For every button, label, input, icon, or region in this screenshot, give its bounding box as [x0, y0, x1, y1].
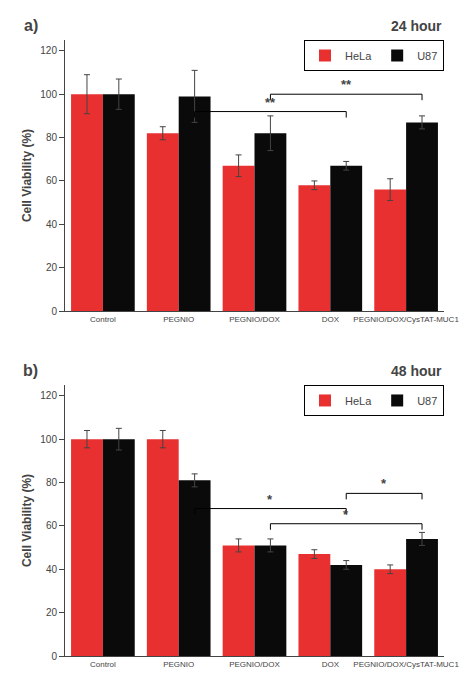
svg-text:Control: Control — [90, 660, 116, 669]
svg-text:*: * — [267, 492, 273, 507]
svg-text:120: 120 — [40, 45, 57, 56]
svg-text:DOX: DOX — [322, 660, 340, 669]
svg-text:PEGNIO/DOX: PEGNIO/DOX — [229, 660, 280, 669]
svg-text:U87: U87 — [417, 395, 437, 407]
svg-text:80: 80 — [46, 477, 58, 488]
svg-text:HeLa: HeLa — [345, 395, 372, 407]
svg-text:*: * — [343, 507, 349, 522]
svg-text:20: 20 — [46, 607, 58, 618]
svg-text:Control: Control — [90, 315, 116, 324]
svg-text:80: 80 — [46, 132, 58, 143]
svg-text:PEGNIO/DOX/CysTAT-MUC1: PEGNIO/DOX/CysTAT-MUC1 — [353, 660, 459, 669]
svg-text:120: 120 — [40, 390, 57, 401]
svg-text:0: 0 — [51, 651, 57, 662]
svg-text:40: 40 — [46, 564, 58, 575]
svg-text:*: * — [381, 476, 387, 491]
svg-text:40: 40 — [46, 219, 58, 230]
svg-text:PEGNIO: PEGNIO — [163, 660, 194, 669]
svg-text:Cell Viability (%): Cell Viability (%) — [20, 474, 34, 567]
svg-text:100: 100 — [40, 89, 57, 100]
svg-text:48 hour: 48 hour — [391, 363, 442, 379]
svg-text:20: 20 — [46, 262, 58, 273]
svg-text:24 hour: 24 hour — [391, 18, 442, 34]
svg-text:HeLa: HeLa — [345, 50, 372, 62]
svg-text:U87: U87 — [417, 50, 437, 62]
svg-text:a): a) — [24, 17, 38, 34]
svg-text:PEGNIO/DOX/CysTAT-MUC1: PEGNIO/DOX/CysTAT-MUC1 — [353, 315, 459, 324]
svg-text:PEGNIO/DOX: PEGNIO/DOX — [229, 315, 280, 324]
svg-text:DOX: DOX — [322, 315, 340, 324]
svg-text:b): b) — [23, 362, 38, 379]
svg-text:60: 60 — [46, 520, 58, 531]
svg-text:Cell Viability (%): Cell Viability (%) — [20, 129, 34, 222]
svg-text:**: ** — [341, 77, 352, 92]
svg-text:0: 0 — [51, 306, 57, 317]
svg-text:**: ** — [265, 95, 276, 110]
svg-text:PEGNIO: PEGNIO — [163, 315, 194, 324]
svg-text:100: 100 — [40, 434, 57, 445]
svg-text:60: 60 — [46, 175, 58, 186]
